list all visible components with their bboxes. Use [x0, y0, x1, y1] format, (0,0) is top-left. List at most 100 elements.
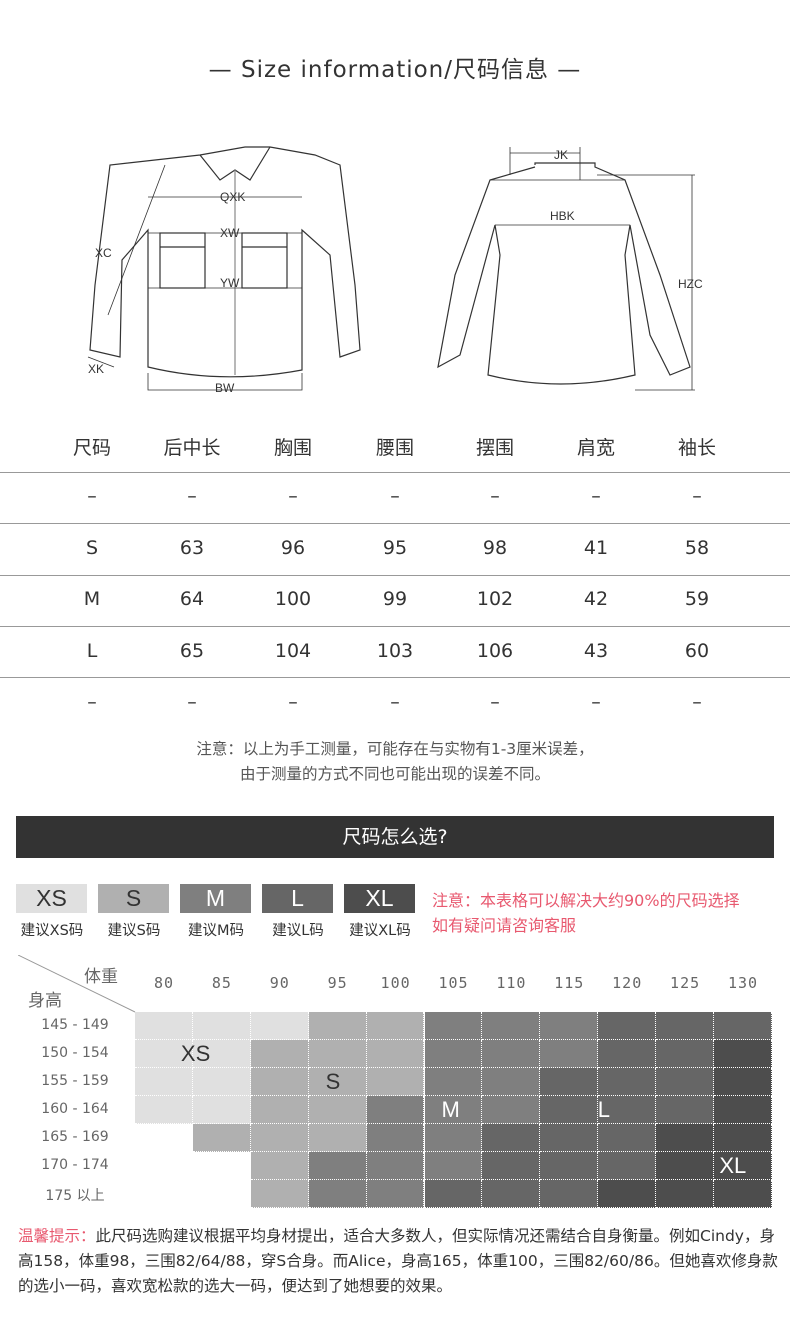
- height-label: 155 - 159: [41, 1073, 109, 1089]
- grid-cell-l: [540, 1180, 599, 1208]
- grid-cell-m: [424, 1068, 483, 1096]
- grid-cell-l: [598, 1124, 657, 1152]
- back-shirt-drawing: [437, 147, 695, 391]
- table-cell: –: [187, 691, 197, 713]
- table-cell: –: [87, 485, 97, 507]
- grid-cell-xl: [714, 1180, 772, 1208]
- garment-measurement-diagram: QXK XW YW XC XK BW JK HBK HZC: [70, 135, 703, 395]
- table-cell: M: [83, 588, 101, 610]
- grid-cell-m: [424, 1096, 483, 1124]
- size-note: 注意：本表格可以解决大约90%的尺码选择 如有疑问请咨询客服: [432, 888, 740, 938]
- grid-cell-m: [366, 1096, 425, 1124]
- table-cell: 95: [382, 536, 408, 559]
- grid-cell-xs: [192, 1012, 251, 1040]
- grid-cell-l: [540, 1124, 599, 1152]
- grid-cell-xl: [598, 1180, 657, 1208]
- grid-cell-s: [308, 1040, 367, 1068]
- measurement-note-2: 由于测量的方式不同也可能出现的误差不同。: [239, 765, 550, 783]
- table-divider: [0, 523, 790, 524]
- size-note-line-2: 如有疑问请咨询客服: [432, 916, 577, 935]
- table-cell: –: [288, 485, 298, 507]
- tip-text: 温馨提示：此尺码选购建议根据平均身材提出，适合大多数人，但实际情况还需结合自身衡…: [18, 1224, 778, 1299]
- weight-label: 115: [554, 974, 585, 992]
- label-qxk: QXK: [220, 190, 245, 204]
- page-title: — Size information/尺码信息 —: [208, 57, 582, 83]
- label-hzc: HZC: [678, 277, 703, 291]
- table-cell: 106: [476, 639, 514, 662]
- grid-cell-l: [482, 1180, 541, 1208]
- grid-cell-xl: [714, 1124, 772, 1152]
- table-cell: –: [591, 485, 601, 507]
- size-swatch-label: 建议XS码: [20, 923, 84, 939]
- grid-cell-s: [308, 1068, 367, 1096]
- table-cell: 60: [684, 639, 710, 662]
- label-yw: YW: [220, 276, 240, 290]
- table-divider: [0, 626, 790, 627]
- table-cell: 100: [274, 588, 312, 610]
- grid-cell-l: [598, 1040, 657, 1068]
- grid-cell-s: [308, 1096, 367, 1124]
- table-cell: 43: [583, 639, 609, 662]
- grid-size-label: XS: [180, 1041, 211, 1066]
- grid-size-label: L: [597, 1097, 611, 1122]
- grid-size-label: S: [325, 1069, 341, 1094]
- table-cell: 104: [274, 639, 312, 662]
- height-header: 身高: [28, 991, 62, 1011]
- grid-cell-l: [656, 1040, 714, 1068]
- tip-body: 此尺码选购建议根据平均身材提出，适合大多数人，但实际情况还需结合自身衡量。例如C…: [18, 1227, 778, 1295]
- table-cell: 65: [179, 639, 205, 662]
- grid-cell-m: [482, 1068, 541, 1096]
- weight-label: 110: [496, 974, 527, 992]
- grid-size-label: XL: [719, 1153, 747, 1178]
- weight-label: 130: [727, 974, 759, 992]
- size-swatch-label: 建议M码: [187, 923, 244, 939]
- measurement-note-1: 注意：以上为手工测量，可能存在与实物有1-3厘米误差，: [196, 740, 594, 758]
- weight-header: 体重: [84, 967, 118, 987]
- label-xk: XK: [88, 362, 104, 376]
- weight-label: 125: [670, 974, 701, 992]
- table-header: 后中长: [163, 437, 221, 459]
- grid-cell-l: [598, 1068, 657, 1096]
- size-swatch-label: 建议L码: [272, 923, 324, 939]
- height-label: 145 - 149: [41, 1017, 109, 1033]
- table-header: 肩宽: [576, 437, 615, 459]
- grid-cell-m: [424, 1040, 483, 1068]
- weight-label: 90: [269, 974, 290, 992]
- grid-cell-xl: [714, 1040, 772, 1068]
- table-cell: –: [288, 691, 298, 713]
- table-header: 尺码: [72, 437, 111, 459]
- grid-cell-m: [366, 1124, 425, 1152]
- grid-cell-s: [250, 1124, 309, 1152]
- grid-cell-m: [540, 1012, 599, 1040]
- label-hbk: HBK: [550, 209, 575, 223]
- grid-cell-l: [598, 1152, 657, 1180]
- label-bw: BW: [215, 381, 235, 395]
- front-shirt-drawing: [70, 135, 361, 390]
- grid-cell-l: [656, 1012, 714, 1040]
- table-divider: [0, 575, 790, 576]
- grid-cell-xl: [656, 1152, 714, 1180]
- label-xc: XC: [95, 246, 112, 260]
- size-swatch-xl: XL: [344, 884, 415, 913]
- grid-cell-s: [366, 1040, 425, 1068]
- section-title-bar: 尺码怎么选?: [16, 816, 774, 858]
- grid-cell-m: [424, 1152, 483, 1180]
- height-label: 165 - 169: [41, 1129, 109, 1145]
- tip-prefix: 温馨提示：: [18, 1227, 96, 1245]
- table-cell: 98: [482, 536, 508, 559]
- label-jk: JK: [554, 148, 568, 162]
- table-cell: –: [591, 691, 601, 713]
- table-cell: 96: [280, 536, 306, 559]
- grid-cell-xl: [656, 1180, 714, 1208]
- size-swatch-xs: XS: [16, 884, 87, 913]
- table-cell: S: [85, 536, 99, 559]
- height-label: 170 - 174: [41, 1157, 109, 1173]
- grid-cell-s: [250, 1068, 309, 1096]
- table-header: 摆围: [475, 437, 514, 459]
- grid-cell-m: [308, 1152, 367, 1180]
- table-cell: 103: [376, 639, 414, 662]
- grid-cell-xs: [135, 1040, 193, 1068]
- grid-cell-s: [308, 1012, 367, 1040]
- weight-label: 85: [211, 974, 232, 992]
- grid-cell-s: [250, 1040, 309, 1068]
